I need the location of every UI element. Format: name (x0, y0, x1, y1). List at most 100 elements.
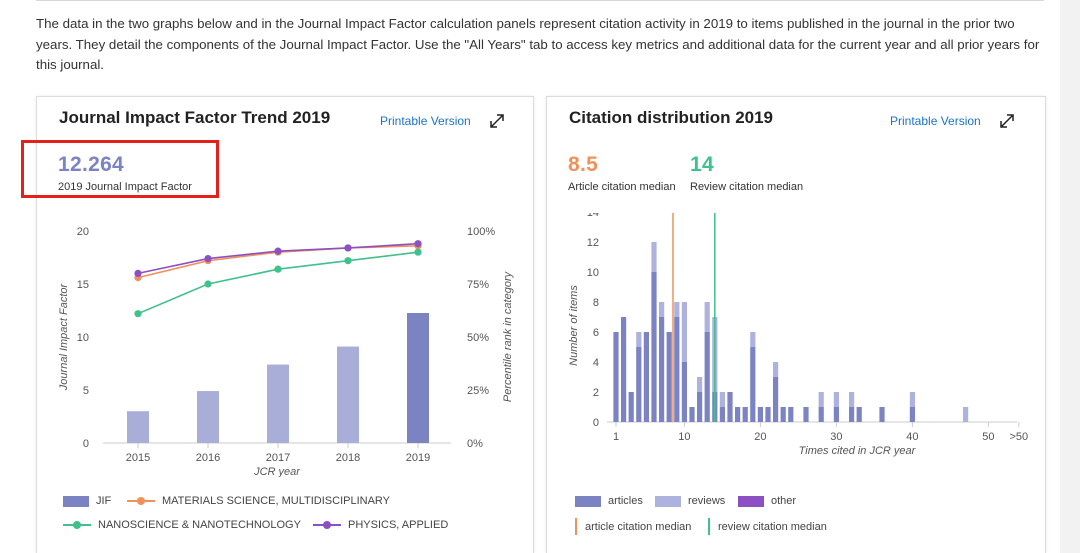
y-axis-label: Number of items (568, 285, 580, 366)
reviews-bar (674, 302, 680, 317)
articles-bar (773, 377, 779, 422)
legend-item-nano[interactable]: NANOSCIENCE & NANOTECHNOLOGY (63, 519, 301, 531)
expand-icon[interactable] (997, 111, 1017, 131)
articles-bar (674, 317, 680, 422)
reviews-bar (659, 302, 665, 317)
article-median-swatch (575, 518, 577, 535)
jif-bar (127, 411, 149, 443)
x-tick-label: 10 (678, 431, 690, 443)
physics-line-swatch (313, 521, 341, 529)
legend-label-physics: PHYSICS, APPLIED (348, 519, 449, 531)
reviews-bar (651, 242, 657, 272)
y-tick-label: 12 (587, 237, 599, 249)
x-tick-label: 40 (906, 431, 918, 443)
reviews-bar (750, 332, 756, 347)
x-axis-label: JCR year (253, 466, 301, 477)
y-tick-label: 14 (587, 213, 599, 219)
articles-bar (818, 407, 824, 422)
nano-line-point (344, 257, 352, 265)
articles-bar (879, 407, 885, 422)
article-median-value: 8.5 (568, 153, 599, 176)
x-tick-label: 2018 (336, 452, 360, 464)
jif-bar (267, 364, 289, 443)
jif-trend-title: Journal Impact Factor Trend 2019 (59, 108, 331, 127)
reviews-bar (963, 407, 969, 422)
nano-line (137, 251, 419, 315)
y-tick-label: 5 (83, 385, 89, 397)
citation-printable-version-link[interactable]: Printable Version (890, 114, 981, 128)
legend-item-jif[interactable]: JIF (63, 495, 111, 507)
articles-bar (803, 407, 809, 422)
jif-bar (407, 313, 429, 443)
expand-icon[interactable] (487, 111, 507, 131)
articles-bar (621, 317, 627, 422)
legend-item-review-median[interactable]: review citation median (708, 518, 827, 535)
articles-bar (681, 362, 687, 422)
other-swatch (738, 495, 764, 507)
x-tick-label: 50 (982, 431, 994, 443)
jif-swatch (63, 495, 89, 507)
x-tick-label: 2015 (126, 452, 150, 464)
legend-item-article-median[interactable]: article citation median (575, 518, 691, 535)
physics-line-point (274, 247, 282, 255)
review-median-value: 14 (690, 153, 714, 176)
review-median-label: Review citation median (690, 181, 804, 193)
reviews-bar (719, 392, 725, 407)
citation-distribution-chart: 0 2 4 6 8 10 12 14 1 10 20 30 40 50 >50 Times cited in … (568, 213, 1028, 457)
x-tick-label: 2019 (406, 452, 430, 464)
reviews-bar (636, 332, 642, 347)
physics-line-point (134, 269, 142, 277)
x-tick-label: >50 (1009, 431, 1028, 443)
y-tick-label: 20 (77, 226, 89, 238)
articles-bar (636, 347, 642, 422)
nano-line-point (204, 280, 212, 288)
y-right-axis-label: Percentile rank in category (502, 270, 514, 402)
articles-bar (697, 392, 703, 422)
reviews-swatch (655, 495, 681, 507)
articles-bar (788, 407, 794, 422)
legend-label-reviews: reviews (688, 495, 726, 507)
x-tick-label: 2016 (196, 452, 220, 464)
highlight-box (21, 140, 219, 198)
y-right-tick-label: 50% (467, 332, 489, 344)
legend-item-other[interactable]: other (738, 495, 796, 507)
jif-trend-chart: 0 5 10 15 20 0% 25% 50% 75% 100% 2015 2016 2017 2018 2… (58, 226, 514, 477)
y-right-tick-label: 25% (467, 385, 489, 397)
legend-label-jif: JIF (96, 495, 112, 507)
jif-value: 12.264 (58, 153, 125, 176)
legend-item-reviews[interactable]: reviews (655, 495, 725, 507)
x-tick-label: 2017 (266, 452, 290, 464)
jif-printable-version-link[interactable]: Printable Version (380, 114, 471, 128)
nano-line-point (414, 248, 422, 256)
review-median-swatch (708, 518, 710, 535)
jif-trend-panel: Journal Impact Factor Trend 2019 Printab… (36, 96, 534, 553)
y-tick-label: 10 (587, 267, 599, 279)
nano-line-swatch (63, 521, 91, 529)
reviews-bar (909, 392, 915, 407)
articles-bar (719, 407, 725, 422)
intro-paragraph: The data in the two graphs below and in … (36, 16, 1040, 72)
articles-bar (856, 407, 862, 422)
reviews-bar (773, 362, 779, 377)
reviews-bar (818, 392, 824, 407)
physics-line-point (344, 244, 352, 252)
jif-bar (337, 346, 359, 443)
articles-bar (643, 332, 649, 422)
physics-line-point (204, 254, 212, 263)
y-tick-label: 6 (593, 327, 599, 339)
legend-item-physics[interactable]: PHYSICS, APPLIED (313, 519, 448, 531)
x-tick-label: 1 (613, 431, 619, 443)
legend-label-review-median: review citation median (718, 520, 827, 533)
articles-bar (628, 392, 634, 422)
top-divider (36, 0, 1044, 1)
y-axis-label: Journal Impact Factor (58, 282, 70, 391)
legend-label-articles: articles (608, 495, 643, 507)
articles-bar (613, 332, 619, 422)
reviews-bar (833, 392, 839, 407)
legend-label-other: other (771, 495, 797, 507)
x-axis-label: Times cited in JCR year (799, 445, 917, 457)
articles-bar (651, 272, 657, 422)
x-tick-label: 30 (830, 431, 842, 443)
legend-item-articles[interactable]: articles (575, 495, 643, 507)
legend-item-materials[interactable]: MATERIALS SCIENCE, MULTIDISCIPLINARY (127, 495, 390, 507)
